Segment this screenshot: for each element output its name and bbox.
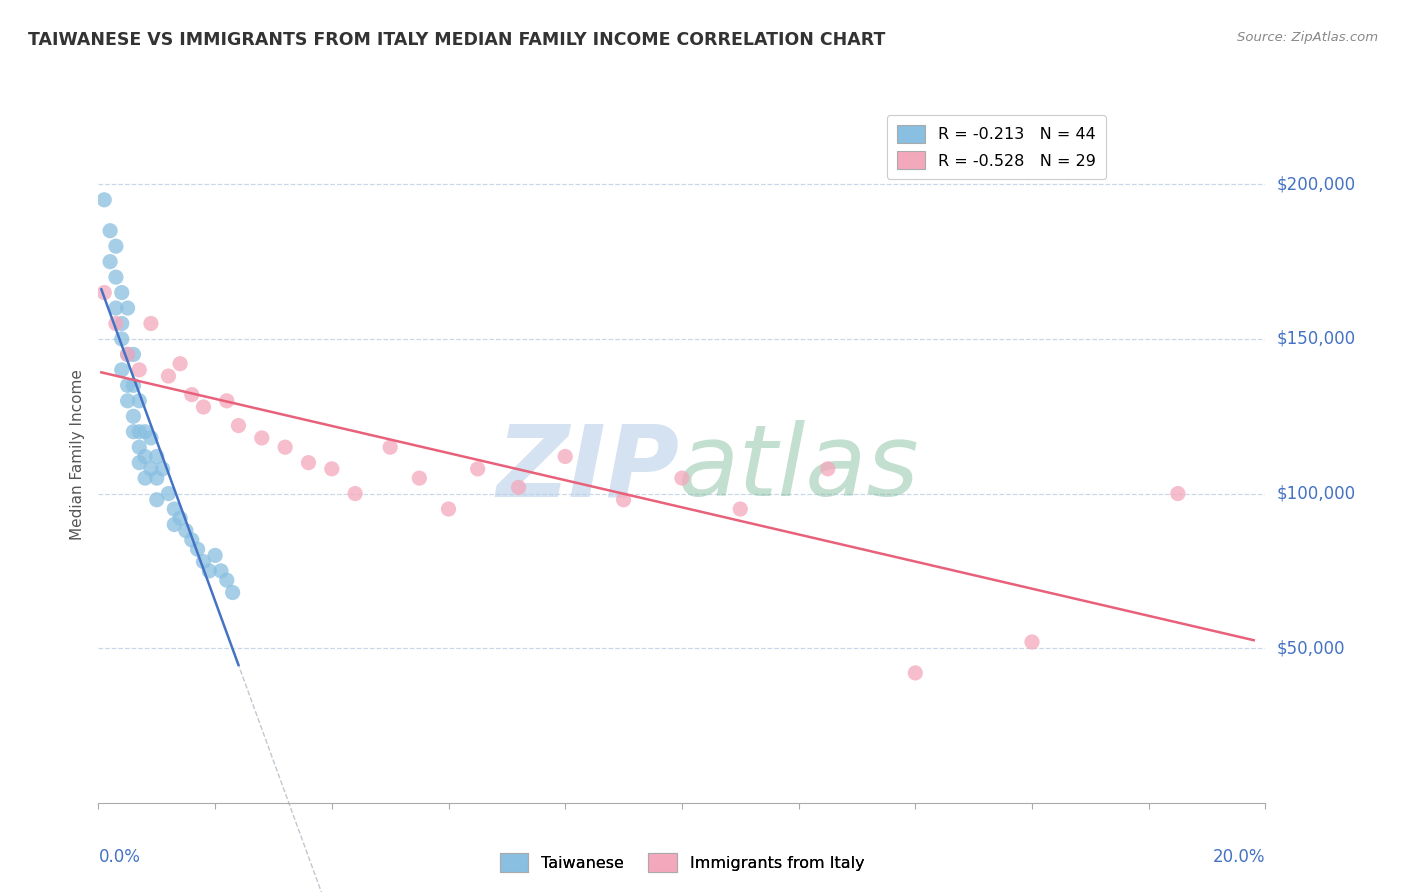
Point: [378, 440, 402, 454]
Point: [163, 502, 186, 516]
Point: [117, 378, 139, 392]
Text: $50,000: $50,000: [1277, 640, 1346, 657]
Point: [146, 450, 169, 464]
Point: [157, 486, 180, 500]
Point: [139, 431, 162, 445]
Point: [117, 347, 139, 361]
Text: ZIP: ZIP: [498, 420, 681, 517]
Point: [215, 573, 238, 587]
Point: [111, 317, 134, 331]
Point: [128, 425, 150, 439]
Point: [122, 378, 145, 392]
Point: [174, 524, 197, 538]
Point: [321, 462, 343, 476]
Point: [139, 462, 162, 476]
Point: [204, 549, 226, 563]
Point: [111, 285, 134, 300]
Point: [128, 456, 150, 470]
Point: [193, 400, 215, 414]
Point: [146, 492, 169, 507]
Point: [344, 486, 367, 500]
Point: [128, 440, 150, 454]
Point: [111, 332, 134, 346]
Text: TAIWANESE VS IMMIGRANTS FROM ITALY MEDIAN FAMILY INCOME CORRELATION CHART: TAIWANESE VS IMMIGRANTS FROM ITALY MEDIA…: [28, 31, 886, 49]
Point: [437, 502, 460, 516]
Point: [467, 462, 489, 476]
Point: [671, 471, 693, 485]
Text: $150,000: $150,000: [1277, 330, 1355, 348]
Point: [104, 270, 127, 285]
Point: [134, 471, 156, 485]
Point: [117, 301, 139, 315]
Y-axis label: Median Family Income: Median Family Income: [70, 369, 86, 541]
Point: [221, 585, 243, 599]
Point: [104, 301, 127, 315]
Point: [408, 471, 430, 485]
Point: [152, 462, 174, 476]
Point: [274, 440, 297, 454]
Point: [187, 542, 209, 557]
Point: [98, 224, 121, 238]
Point: [169, 357, 191, 371]
Point: [180, 533, 202, 547]
Text: $200,000: $200,000: [1277, 176, 1355, 194]
Point: [111, 363, 134, 377]
Text: 20.0%: 20.0%: [1213, 848, 1265, 866]
Point: [728, 502, 751, 516]
Point: [134, 450, 156, 464]
Point: [139, 317, 162, 331]
Point: [817, 462, 839, 476]
Point: [93, 193, 115, 207]
Text: atlas: atlas: [678, 420, 920, 517]
Point: [198, 564, 221, 578]
Point: [104, 239, 127, 253]
Point: [169, 511, 191, 525]
Point: [146, 471, 169, 485]
Point: [122, 425, 145, 439]
Point: [122, 409, 145, 424]
Point: [128, 363, 150, 377]
Point: [508, 480, 530, 494]
Point: [128, 393, 150, 408]
Point: [117, 393, 139, 408]
Point: [612, 492, 634, 507]
Text: $100,000: $100,000: [1277, 484, 1355, 502]
Point: [193, 555, 215, 569]
Point: [554, 450, 576, 464]
Point: [117, 347, 139, 361]
Point: [209, 564, 232, 578]
Point: [134, 425, 156, 439]
Point: [904, 665, 927, 680]
Text: 0.0%: 0.0%: [98, 848, 141, 866]
Point: [1167, 486, 1189, 500]
Point: [98, 254, 121, 268]
Point: [250, 431, 273, 445]
Point: [122, 347, 145, 361]
Point: [297, 456, 319, 470]
Point: [157, 369, 180, 384]
Point: [1021, 635, 1043, 649]
Point: [93, 285, 115, 300]
Point: [104, 317, 127, 331]
Point: [180, 387, 202, 401]
Text: Source: ZipAtlas.com: Source: ZipAtlas.com: [1237, 31, 1378, 45]
Point: [163, 517, 186, 532]
Legend: R = -0.213   N = 44, R = -0.528   N = 29: R = -0.213 N = 44, R = -0.528 N = 29: [887, 115, 1105, 179]
Point: [215, 393, 238, 408]
Point: [228, 418, 250, 433]
